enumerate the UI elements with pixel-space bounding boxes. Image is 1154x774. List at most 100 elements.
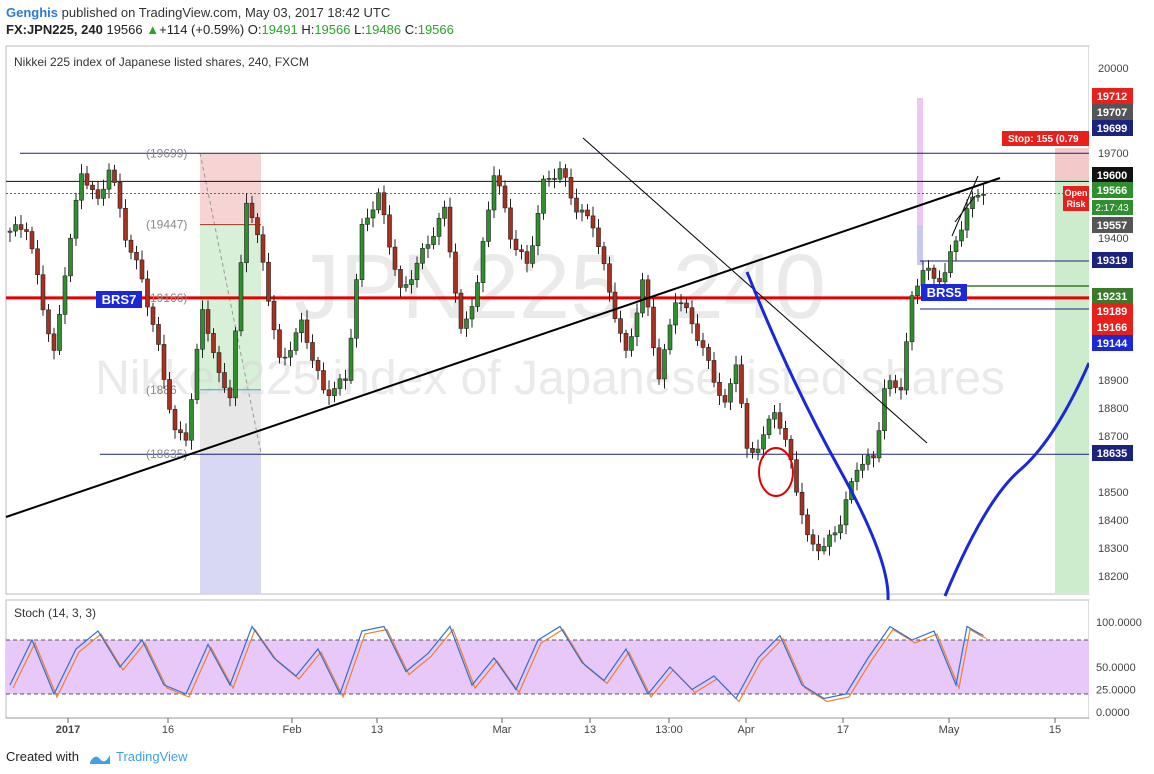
candle-body	[546, 178, 552, 180]
candle-body	[728, 383, 733, 403]
stoch-tick-label: 25.0000	[1096, 685, 1136, 697]
candle-body	[200, 309, 205, 350]
candle-body	[84, 173, 90, 186]
candle-body	[871, 455, 876, 459]
candle-body	[458, 292, 464, 329]
level-label: (1886	[146, 383, 177, 397]
candle-body	[216, 352, 222, 373]
symbol-line: FX:JPN225, 240 19566 ▲+114 (+0.59%) O:19…	[6, 22, 454, 37]
candle-body	[585, 209, 590, 217]
price-tag	[1092, 120, 1133, 136]
candle-body	[266, 261, 271, 302]
candle-body	[689, 307, 695, 325]
candle-body	[601, 246, 607, 265]
candle-body	[167, 379, 172, 410]
candle-body	[392, 246, 398, 270]
author-link[interactable]: Genghis	[6, 5, 59, 20]
candle-body	[755, 448, 761, 453]
price-tag-text: 19166	[1097, 322, 1128, 334]
candle-body	[354, 279, 359, 339]
price-tag	[1092, 104, 1133, 120]
candle-body	[18, 224, 24, 230]
candle-body	[623, 333, 629, 351]
stoch-band	[6, 640, 1089, 694]
candle-body	[926, 267, 931, 271]
low-label: L:	[354, 22, 365, 37]
candle-body	[95, 189, 101, 199]
price-tag	[1092, 319, 1133, 335]
candle-body	[953, 240, 959, 252]
stoch-tick-label: 0.0000	[1096, 707, 1130, 719]
wedge-lines	[951, 175, 979, 237]
time-tick-label: 15	[1049, 724, 1061, 736]
candle-body	[662, 349, 667, 380]
price-tick-label: 18800	[1098, 403, 1129, 415]
candle-body	[590, 215, 596, 229]
position-badge	[1063, 186, 1089, 211]
time-axis[interactable]: 2017 16 Feb 13 Mar 13 13:00 Apr 17 May 15	[56, 718, 1061, 736]
candle-body	[370, 209, 376, 219]
tradingview-brand[interactable]: TradingView	[116, 749, 188, 764]
candle-body	[486, 209, 491, 242]
candle-body	[508, 207, 513, 240]
candle-body	[299, 319, 304, 334]
candle-body	[667, 324, 673, 350]
stoch-d-line	[12, 628, 987, 703]
level-label: (19166)	[146, 291, 187, 305]
candle-body	[271, 300, 277, 331]
time-tick-label: 13	[584, 724, 596, 736]
candle-body	[882, 388, 887, 431]
candle-body	[183, 432, 189, 441]
price-tag	[1092, 167, 1133, 183]
candle-body	[57, 314, 62, 351]
candle-body	[937, 278, 942, 283]
stoch-axis-bg	[1089, 600, 1154, 718]
candle-body	[541, 178, 546, 214]
candle-body	[238, 262, 244, 332]
price-tag-text: 18635	[1097, 448, 1128, 460]
candle-body	[920, 270, 926, 287]
level-label: (18635)	[146, 447, 187, 461]
candle-body	[942, 272, 948, 283]
candle-body	[816, 543, 821, 552]
candle-body	[832, 532, 838, 536]
candle-body	[574, 197, 579, 213]
price-tag-text: 19699	[1097, 123, 1128, 135]
stoch-tick-label: 50.0000	[1096, 662, 1136, 674]
candle-body	[464, 318, 469, 329]
time-tick-label: 13	[371, 724, 383, 736]
price-tag-text: 19600	[1097, 170, 1128, 182]
created-with-text: Created with	[6, 749, 79, 764]
candle-body	[156, 324, 161, 345]
price-tag	[1092, 445, 1133, 461]
price-tick-label: 18400	[1098, 515, 1129, 527]
candle-body	[343, 378, 348, 381]
candle-body	[596, 227, 601, 247]
candle-body	[145, 278, 150, 308]
candle-body	[909, 295, 915, 343]
brs5-label: BRS5	[927, 285, 962, 300]
candle-body	[695, 323, 700, 341]
candle-body	[244, 202, 249, 263]
price-chart[interactable]: JPN225, 240 Nikkei 225 index of Japanese…	[0, 44, 1154, 744]
time-tick-label: Apr	[737, 724, 754, 736]
candle-body	[442, 206, 447, 219]
time-tick-label: May	[939, 724, 960, 736]
candle-body	[255, 217, 260, 236]
candle-body	[106, 169, 112, 190]
candle-body	[288, 350, 293, 358]
candle-body	[310, 342, 315, 361]
candle-body	[233, 330, 238, 399]
candle-body	[150, 306, 156, 325]
candle-body	[117, 182, 123, 209]
candle-body	[777, 412, 783, 429]
watermark-symbol: JPN225, 240	[294, 236, 826, 338]
candle-body	[172, 409, 178, 431]
candle-body	[387, 214, 392, 248]
tradingview-logo-icon	[89, 754, 110, 764]
high-value: 19566	[314, 22, 351, 37]
price-tag-text: 19557	[1097, 220, 1128, 232]
price-tag-text: 19319	[1097, 255, 1128, 267]
candle-body	[315, 360, 321, 371]
candle-body	[552, 178, 557, 180]
